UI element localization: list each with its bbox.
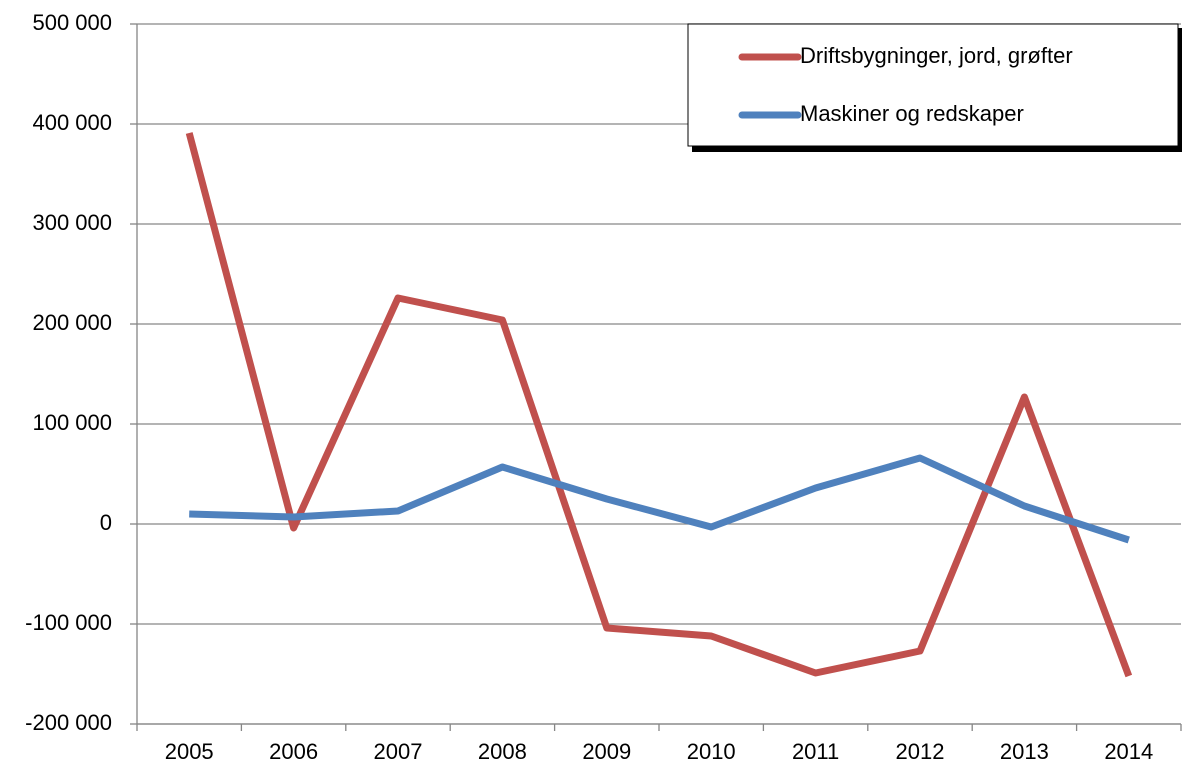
x-tick-label: 2010 <box>687 739 736 764</box>
x-tick-label: 2012 <box>896 739 945 764</box>
x-tick-label: 2008 <box>478 739 527 764</box>
x-tick-label: 2006 <box>269 739 318 764</box>
y-tick-label: -100 000 <box>25 610 112 635</box>
y-tick-label: 100 000 <box>32 410 112 435</box>
x-tick-label: 2005 <box>165 739 214 764</box>
y-tick-label: 0 <box>100 510 112 535</box>
x-tick-label: 2007 <box>374 739 423 764</box>
y-tick-label: 300 000 <box>32 210 112 235</box>
legend-label: Driftsbygninger, jord, grøfter <box>800 43 1073 68</box>
y-tick-label: 500 000 <box>32 10 112 35</box>
x-tick-label: 2009 <box>582 739 631 764</box>
y-tick-label: 200 000 <box>32 310 112 335</box>
series-line <box>185 132 1133 678</box>
y-tick-label: 400 000 <box>32 110 112 135</box>
x-tick-label: 2014 <box>1104 739 1153 764</box>
series-line <box>189 454 1130 544</box>
y-tick-label: -200 000 <box>25 710 112 735</box>
legend <box>687 23 1179 147</box>
x-tick-label: 2013 <box>1000 739 1049 764</box>
legend-label: Maskiner og redskaper <box>800 101 1024 126</box>
x-tick-label: 2011 <box>792 739 839 764</box>
